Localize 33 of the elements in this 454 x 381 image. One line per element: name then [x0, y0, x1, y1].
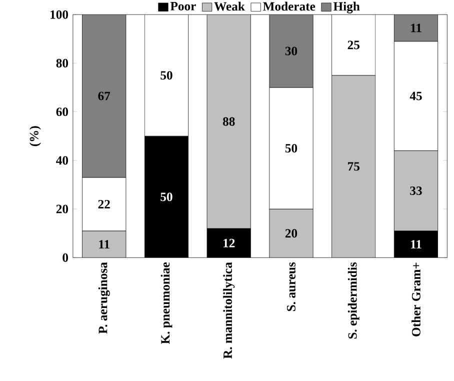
legend-label: Weak — [214, 2, 245, 11]
x-tick-label: K. pneumoniae — [160, 262, 172, 344]
y-axis-title: (%) — [29, 126, 41, 146]
data-label: 20 — [285, 229, 298, 238]
y-tick-label: 60 — [56, 108, 68, 116]
data-label: 50 — [160, 192, 172, 202]
legend-label: High — [333, 2, 360, 14]
y-tick-label: 20 — [56, 204, 68, 214]
data-label: 25 — [348, 40, 360, 50]
data-label: 22 — [98, 200, 110, 208]
data-label: 50 — [285, 144, 298, 152]
data-label: 30 — [285, 46, 298, 56]
data-label: 88 — [222, 117, 235, 126]
data-label: 12 — [224, 238, 235, 248]
data-label: 11 — [411, 24, 422, 32]
data-label: 33 — [410, 186, 422, 195]
y-tick-label: 0 — [62, 253, 68, 262]
x-tick-label: P. aeruginosa — [98, 262, 110, 334]
y-tick-label: 100 — [50, 10, 68, 19]
data-label: 67 — [98, 92, 110, 100]
data-label: 45 — [410, 92, 422, 100]
x-tick-label: Other Gram+ — [412, 262, 420, 336]
legend-label: Moderate — [262, 2, 316, 11]
data-label: 75 — [348, 162, 360, 171]
x-tick-label: S. aureus — [286, 262, 296, 311]
data-label: 50 — [160, 71, 172, 80]
x-tick-label: R. mannitolilytica — [223, 262, 235, 359]
y-tick-label: 40 — [56, 156, 68, 165]
x-tick-label: S. epidermidis — [348, 262, 360, 339]
data-label: 11 — [411, 240, 422, 248]
legend-label: Poor — [170, 2, 196, 10]
y-tick-label: 80 — [56, 58, 68, 68]
data-label: 11 — [99, 240, 110, 248]
